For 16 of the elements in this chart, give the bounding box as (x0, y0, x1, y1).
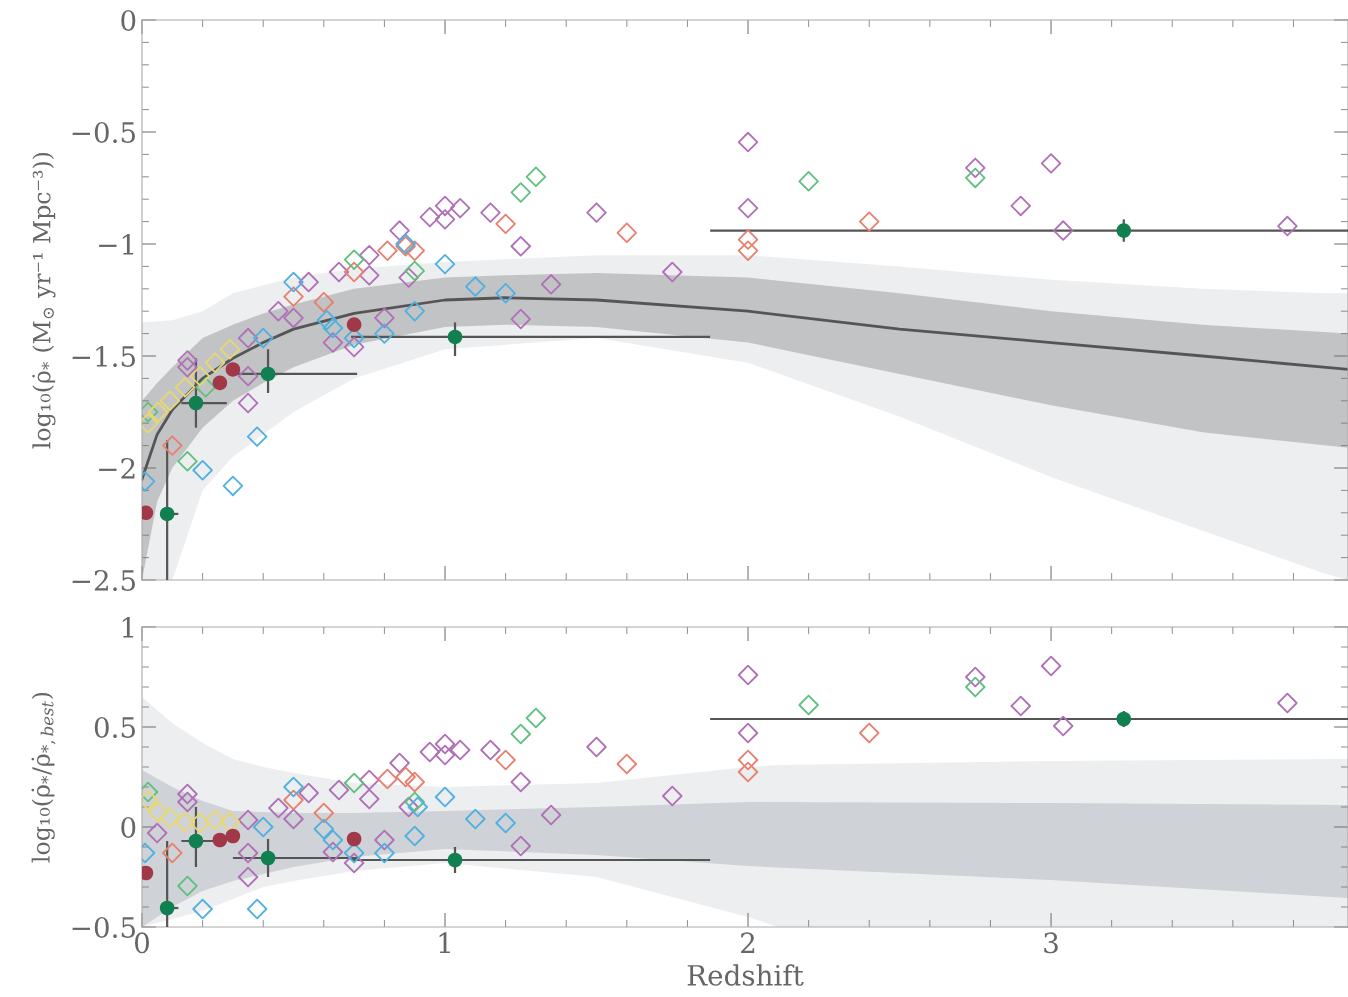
y-tick-label: −2.5 (72, 569, 135, 591)
y-tick-label: −1.5 (72, 345, 135, 367)
y-tick-label: 1 (122, 616, 134, 638)
y-tick-label: −0.5 (72, 916, 135, 938)
y-axis-title: log₁₀(ρ̇$_{*}$ (M$_{⊙}$ yr⁻¹ Mpc⁻³)) (32, 152, 56, 449)
x-tick-label: 3 (1044, 932, 1058, 954)
y-tick-label: −0.5 (72, 121, 135, 143)
y-tick-label: 0 (121, 9, 136, 31)
x-axis-title: Redshift (687, 964, 804, 986)
y-tick-label: 0 (121, 816, 136, 838)
y-tick-label: −1 (99, 233, 134, 255)
x-tick-label: 1 (439, 932, 450, 953)
y-tick-label: 0.5 (94, 716, 135, 738)
x-tick-label: 2 (741, 932, 755, 953)
y-tick-label: −2 (99, 457, 135, 479)
y-axis-title: log₁₀(ρ̇$_{*}$/ρ̇$_{*,best}$) (31, 692, 56, 863)
